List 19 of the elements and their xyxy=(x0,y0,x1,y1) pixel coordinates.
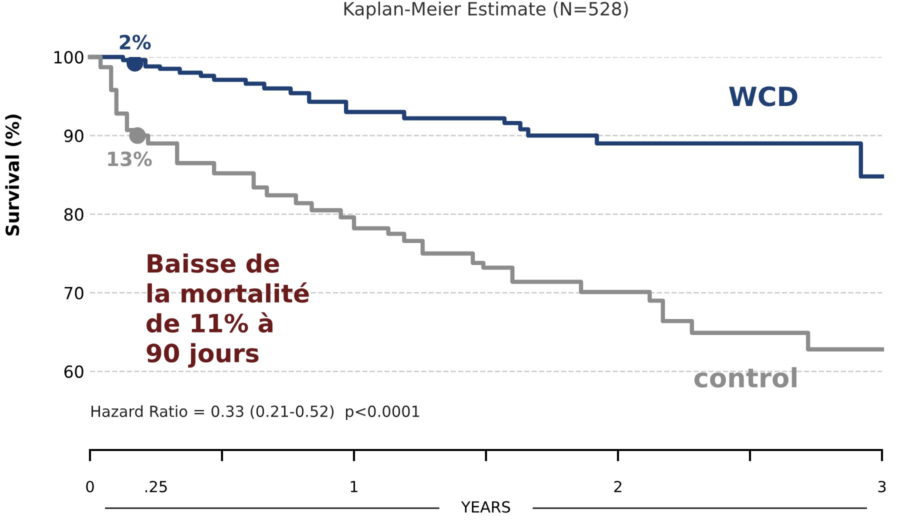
x-tick-label: 2 xyxy=(614,480,622,492)
annotation: 2% xyxy=(120,34,151,50)
annotation: Hazard Ratio = 0.33 (0.21-0.52) p<0.0001 xyxy=(92,405,420,420)
series-label: WCD xyxy=(729,86,798,106)
x-tick-label: 1 xyxy=(350,481,358,492)
y-tick-label: 80 xyxy=(64,208,84,221)
series-label: control xyxy=(694,367,796,388)
x-tick-label: 3 xyxy=(878,480,886,492)
y-axis-title: Survival (%) xyxy=(5,114,22,236)
y-tick-label: 60 xyxy=(64,365,84,378)
x-axis-title: YEARS xyxy=(461,501,510,513)
annotation: Baisse de la mortalité de 11% à 90 jours xyxy=(146,254,309,368)
chart-title: Kaplan-Meier Estimate (N=528) xyxy=(344,2,628,20)
y-tick-label: 100 xyxy=(54,50,84,64)
y-tick-label: 70 xyxy=(64,286,84,300)
y-tick-label: 90 xyxy=(64,130,84,142)
x-tick-label: 0 xyxy=(86,480,94,492)
x-tick-label: .25 xyxy=(145,480,167,492)
annotation: 13% xyxy=(108,152,152,166)
